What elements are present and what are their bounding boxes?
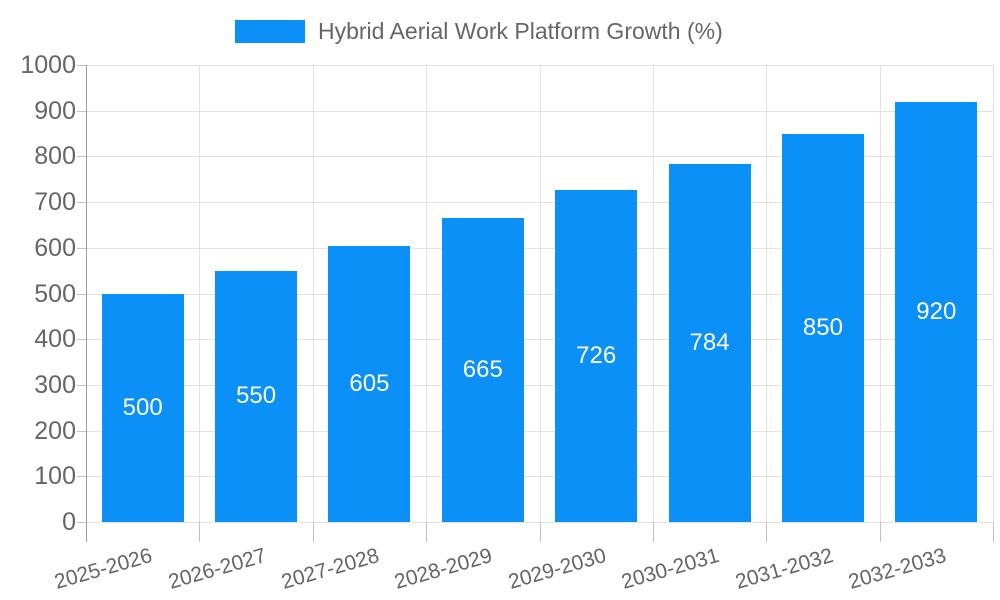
bar[interactable]: 784 <box>668 163 751 522</box>
bar-value-label: 500 <box>122 393 163 421</box>
x-axis-tick-label: 2030-2031 <box>619 544 722 594</box>
y-axis-tick <box>77 156 86 158</box>
y-axis-tick-label: 100 <box>34 462 76 491</box>
y-axis-tick <box>77 65 86 66</box>
x-axis-tick <box>312 522 314 542</box>
x-axis-tick <box>539 522 541 542</box>
x-axis-tick <box>199 522 201 542</box>
y-axis-tick-label: 600 <box>34 233 76 262</box>
bar[interactable]: 726 <box>555 190 638 522</box>
x-axis-tick <box>993 522 994 542</box>
y-axis-tick <box>77 293 86 295</box>
bar[interactable]: 500 <box>101 293 184 522</box>
y-axis-tick-label: 300 <box>34 370 76 399</box>
y-axis-tick-label: 800 <box>34 142 76 171</box>
bar-value-label: 605 <box>349 369 390 397</box>
bar-value-label: 784 <box>689 328 730 356</box>
bar-value-label: 665 <box>462 356 503 384</box>
bar[interactable]: 605 <box>328 245 411 522</box>
gridline-vertical <box>199 65 201 522</box>
y-axis-tick <box>77 430 86 432</box>
legend[interactable]: Hybrid Aerial Work Platform Growth (%) <box>235 18 723 45</box>
gridline-vertical <box>426 65 428 522</box>
y-axis-tick-label: 500 <box>34 279 76 308</box>
bar-value-label: 850 <box>802 313 843 341</box>
x-axis-tick-label: 2032-2033 <box>845 544 949 594</box>
bar-value-label: 920 <box>916 297 957 325</box>
gridline-vertical <box>766 65 768 522</box>
x-axis-tick <box>426 522 428 542</box>
bar[interactable]: 665 <box>441 218 524 522</box>
y-axis-tick <box>77 384 86 386</box>
y-axis-tick <box>77 522 86 523</box>
y-axis-tick-label: 700 <box>34 188 76 217</box>
gridline-vertical <box>879 65 881 522</box>
x-axis-tick-label: 2031-2032 <box>732 544 836 594</box>
bar-value-label: 726 <box>576 342 617 370</box>
y-axis-tick <box>77 476 86 478</box>
y-axis-tick-label: 1000 <box>20 51 76 79</box>
gridline-vertical <box>993 65 994 522</box>
x-axis-tick-label: 2026-2027 <box>165 544 269 594</box>
legend-swatch <box>235 20 305 43</box>
bar[interactable]: 850 <box>781 133 864 522</box>
gridline-vertical <box>652 65 654 522</box>
y-axis-tick <box>77 247 86 249</box>
gridline-vertical <box>312 65 314 522</box>
bar[interactable]: 920 <box>895 101 978 522</box>
y-axis-line <box>86 65 87 542</box>
x-axis-tick-label: 2025-2026 <box>52 544 156 594</box>
x-axis-tick-label: 2028-2029 <box>392 544 496 594</box>
y-axis-tick-label: 0 <box>62 508 76 536</box>
y-axis-tick <box>77 110 86 112</box>
x-axis-tick-label: 2027-2028 <box>278 544 382 594</box>
y-axis-tick <box>77 339 86 341</box>
x-axis-tick <box>879 522 881 542</box>
x-axis-tick-label: 2029-2030 <box>505 544 609 594</box>
y-axis-tick <box>77 202 86 204</box>
y-axis-tick-label: 400 <box>34 325 76 354</box>
y-axis-tick-label: 200 <box>34 416 76 445</box>
gridline-vertical <box>539 65 541 522</box>
legend-label: Hybrid Aerial Work Platform Growth (%) <box>318 18 723 44</box>
y-axis-tick-label: 900 <box>34 96 76 125</box>
x-axis-tick <box>652 522 654 542</box>
bar-value-label: 550 <box>236 382 277 410</box>
x-axis-tick <box>766 522 768 542</box>
bar[interactable]: 550 <box>215 270 298 522</box>
